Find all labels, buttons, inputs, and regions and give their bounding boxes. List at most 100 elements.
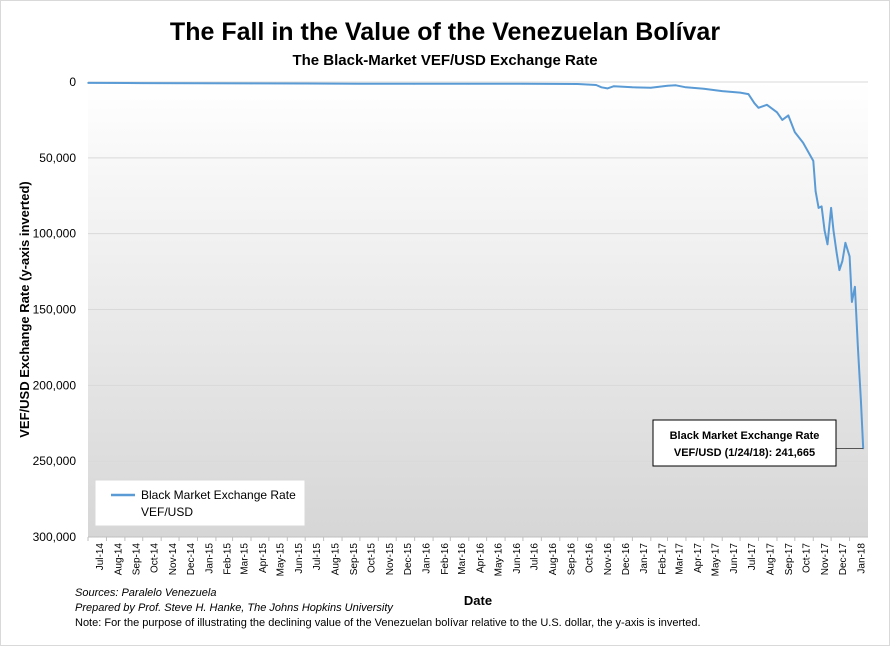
- annotation-line1: Black Market Exchange Rate: [670, 430, 820, 442]
- x-tick-label: Aug-14: [113, 543, 124, 576]
- data-point: [721, 90, 723, 92]
- y-tick-label: 250,000: [33, 454, 77, 468]
- data-point: [600, 86, 603, 89]
- data-point: [250, 82, 252, 85]
- x-tick-label: Sep-16: [567, 543, 578, 576]
- data-point: [359, 82, 361, 85]
- data-point: [413, 83, 416, 85]
- data-point: [857, 346, 859, 349]
- x-tick-label: Jan-18: [856, 543, 867, 574]
- x-tick-label: Jul-16: [530, 543, 541, 571]
- x-tick-label: Dec-14: [186, 543, 197, 576]
- x-tick-label: Feb-15: [223, 543, 234, 575]
- y-tick-label: 100,000: [33, 227, 77, 241]
- data-point: [196, 82, 199, 84]
- x-axis-title: Date: [464, 593, 492, 608]
- inverted-axis-note: Note: For the purpose of illustrating th…: [75, 617, 701, 629]
- x-tick-label: Dec-15: [403, 543, 414, 576]
- data-point: [753, 102, 756, 104]
- x-tick-label: Feb-17: [658, 543, 669, 575]
- x-tick-label: Jan-16: [421, 543, 432, 574]
- x-tick-label: Oct-16: [584, 543, 595, 573]
- x-tick-label: Jan-17: [639, 543, 650, 574]
- x-tick-label: Sep-17: [784, 543, 795, 576]
- data-point: [141, 82, 144, 84]
- data-point: [787, 114, 790, 117]
- x-tick-label: Mar-15: [239, 543, 250, 575]
- data-point: [666, 85, 669, 87]
- x-tick-label: Aug-15: [330, 543, 341, 576]
- x-tick-label: Nov-17: [820, 543, 831, 576]
- x-tick-label: Mar-17: [674, 543, 685, 575]
- data-point: [794, 131, 796, 133]
- data-point: [854, 286, 856, 288]
- data-point: [851, 301, 853, 303]
- x-tick-label: Nov-16: [603, 543, 614, 576]
- x-tick-label: Apr-17: [693, 543, 704, 573]
- y-axis-title: VEF/USD Exchange Rate (y-axis inverted): [17, 181, 32, 437]
- data-point: [820, 205, 823, 208]
- data-point: [739, 91, 741, 94]
- x-tick-label: Aug-16: [548, 543, 559, 576]
- footnotes: Sources: Paralelo Venezuela Prepared by …: [75, 586, 701, 631]
- legend-label-line2: VEF/USD: [141, 505, 193, 519]
- data-point: [814, 190, 817, 192]
- y-tick-label: 150,000: [33, 303, 77, 317]
- x-tick-label: Sep-14: [132, 543, 143, 576]
- data-point: [844, 242, 847, 244]
- data-point: [835, 251, 838, 253]
- x-tick-label: Oct-17: [802, 543, 813, 573]
- data-point: [812, 160, 815, 162]
- data-point: [802, 141, 804, 144]
- x-tick-label: Aug-17: [765, 543, 776, 576]
- data-point: [766, 104, 768, 106]
- x-tick-label: Dec-16: [621, 543, 632, 576]
- x-tick-label: Jun-15: [294, 543, 305, 574]
- x-tick-label: Oct-15: [367, 543, 378, 573]
- data-point: [776, 111, 778, 114]
- x-tick-label: May-15: [276, 543, 287, 577]
- data-point: [747, 93, 750, 95]
- y-tick-label: 50,000: [39, 151, 76, 165]
- data-point: [468, 83, 470, 85]
- x-tick-label: Sep-15: [349, 543, 360, 576]
- data-point: [830, 207, 832, 209]
- data-point: [685, 86, 687, 89]
- x-tick-label: Apr-15: [258, 543, 269, 573]
- data-point: [841, 260, 844, 262]
- prepared-by-note: Prepared by Prof. Steve H. Hanke, The Jo…: [75, 602, 393, 614]
- x-tick-label: Jan-15: [204, 543, 215, 574]
- data-point: [87, 82, 89, 84]
- x-tick-label: May-16: [493, 543, 504, 577]
- x-tick-label: Jun-16: [512, 543, 523, 574]
- source-note: Sources: Paralelo Venezuela: [75, 587, 217, 599]
- x-tick-label: Jun-17: [729, 543, 740, 574]
- data-point: [304, 82, 307, 85]
- data-point: [832, 229, 835, 232]
- data-point: [522, 83, 524, 85]
- data-point: [781, 119, 784, 121]
- data-point: [757, 107, 760, 109]
- annotation-line2: VEF/USD (1/24/18): 241,665: [674, 447, 815, 459]
- annotation-box: [652, 419, 837, 467]
- data-point: [823, 229, 826, 232]
- y-tick-label: 200,000: [33, 378, 77, 392]
- data-point: [848, 255, 851, 258]
- y-tick-label: 300,000: [33, 530, 77, 544]
- x-tick-label: Feb-16: [440, 543, 451, 575]
- data-point: [650, 87, 652, 89]
- x-tick-label: Jul-15: [312, 543, 323, 571]
- data-point: [675, 84, 677, 87]
- data-point: [595, 84, 597, 86]
- data-point: [860, 399, 862, 402]
- x-tick-label: Oct-14: [150, 543, 161, 573]
- data-point: [826, 243, 829, 246]
- chart-title: The Fall in the Value of the Venezuelan …: [169, 18, 721, 46]
- x-tick-label: May-17: [711, 543, 722, 577]
- data-point: [631, 86, 634, 89]
- data-point: [817, 207, 820, 209]
- data-point: [703, 88, 705, 90]
- y-tick-label: 0: [69, 75, 76, 89]
- x-tick-label: Jul-14: [95, 543, 106, 571]
